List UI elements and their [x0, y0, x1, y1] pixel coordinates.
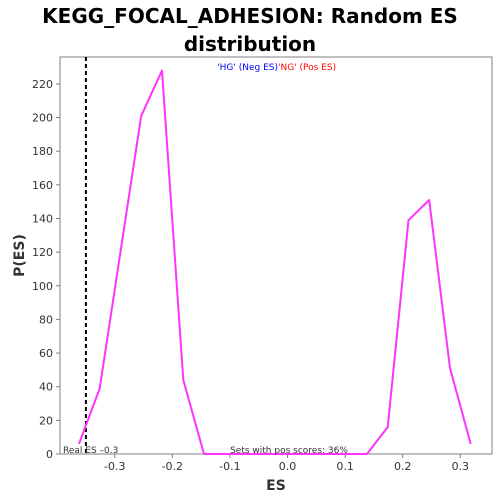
- series-line: [78, 69, 472, 455]
- y-tick-label: 120: [32, 246, 53, 259]
- y-axis-ticks: 0 20 40 60 80 100 120 140 160 180 200 220: [32, 78, 60, 461]
- y-tick-label: 20: [39, 414, 53, 427]
- y-tick-label: 100: [32, 280, 53, 293]
- y-tick-label: 160: [32, 179, 53, 192]
- y-tick-label: 0: [46, 448, 53, 461]
- x-tick-label: 0.0: [279, 460, 297, 473]
- y-tick-label: 140: [32, 212, 53, 225]
- x-tick-label: -0.1: [219, 460, 240, 473]
- x-tick-label: 0.2: [394, 460, 412, 473]
- x-axis-ticks: -0.3 -0.2 -0.1 0.0 0.1 0.2 0.3: [104, 454, 469, 473]
- plot-area: [59, 56, 493, 455]
- y-tick-label: 80: [39, 313, 53, 326]
- x-axis-label: ES: [266, 478, 286, 494]
- legend-entry-neg: 'HG' (Neg ES): [217, 63, 278, 73]
- legend-entry-pos: 'NG' (Pos ES): [278, 63, 336, 73]
- x-tick-label: 0.3: [452, 460, 470, 473]
- y-tick-label: 180: [32, 145, 53, 158]
- y-axis-label: P(ES): [12, 234, 28, 277]
- y-tick-label: 60: [39, 347, 53, 360]
- x-tick-label: -0.3: [104, 460, 125, 473]
- y-tick-label: 40: [39, 381, 53, 394]
- x-tick-label: 0.1: [336, 460, 354, 473]
- real-es-label: Real ES –0.3: [63, 446, 118, 456]
- y-tick-label: 220: [32, 78, 53, 91]
- x-tick-label: -0.2: [162, 460, 183, 473]
- chart-title: KEGG_FOCAL_ADHESION: Random ES distribut…: [42, 4, 458, 56]
- y-tick-label: 200: [32, 112, 53, 125]
- pos-scores-annotation: Sets with pos scores: 36%: [230, 446, 348, 456]
